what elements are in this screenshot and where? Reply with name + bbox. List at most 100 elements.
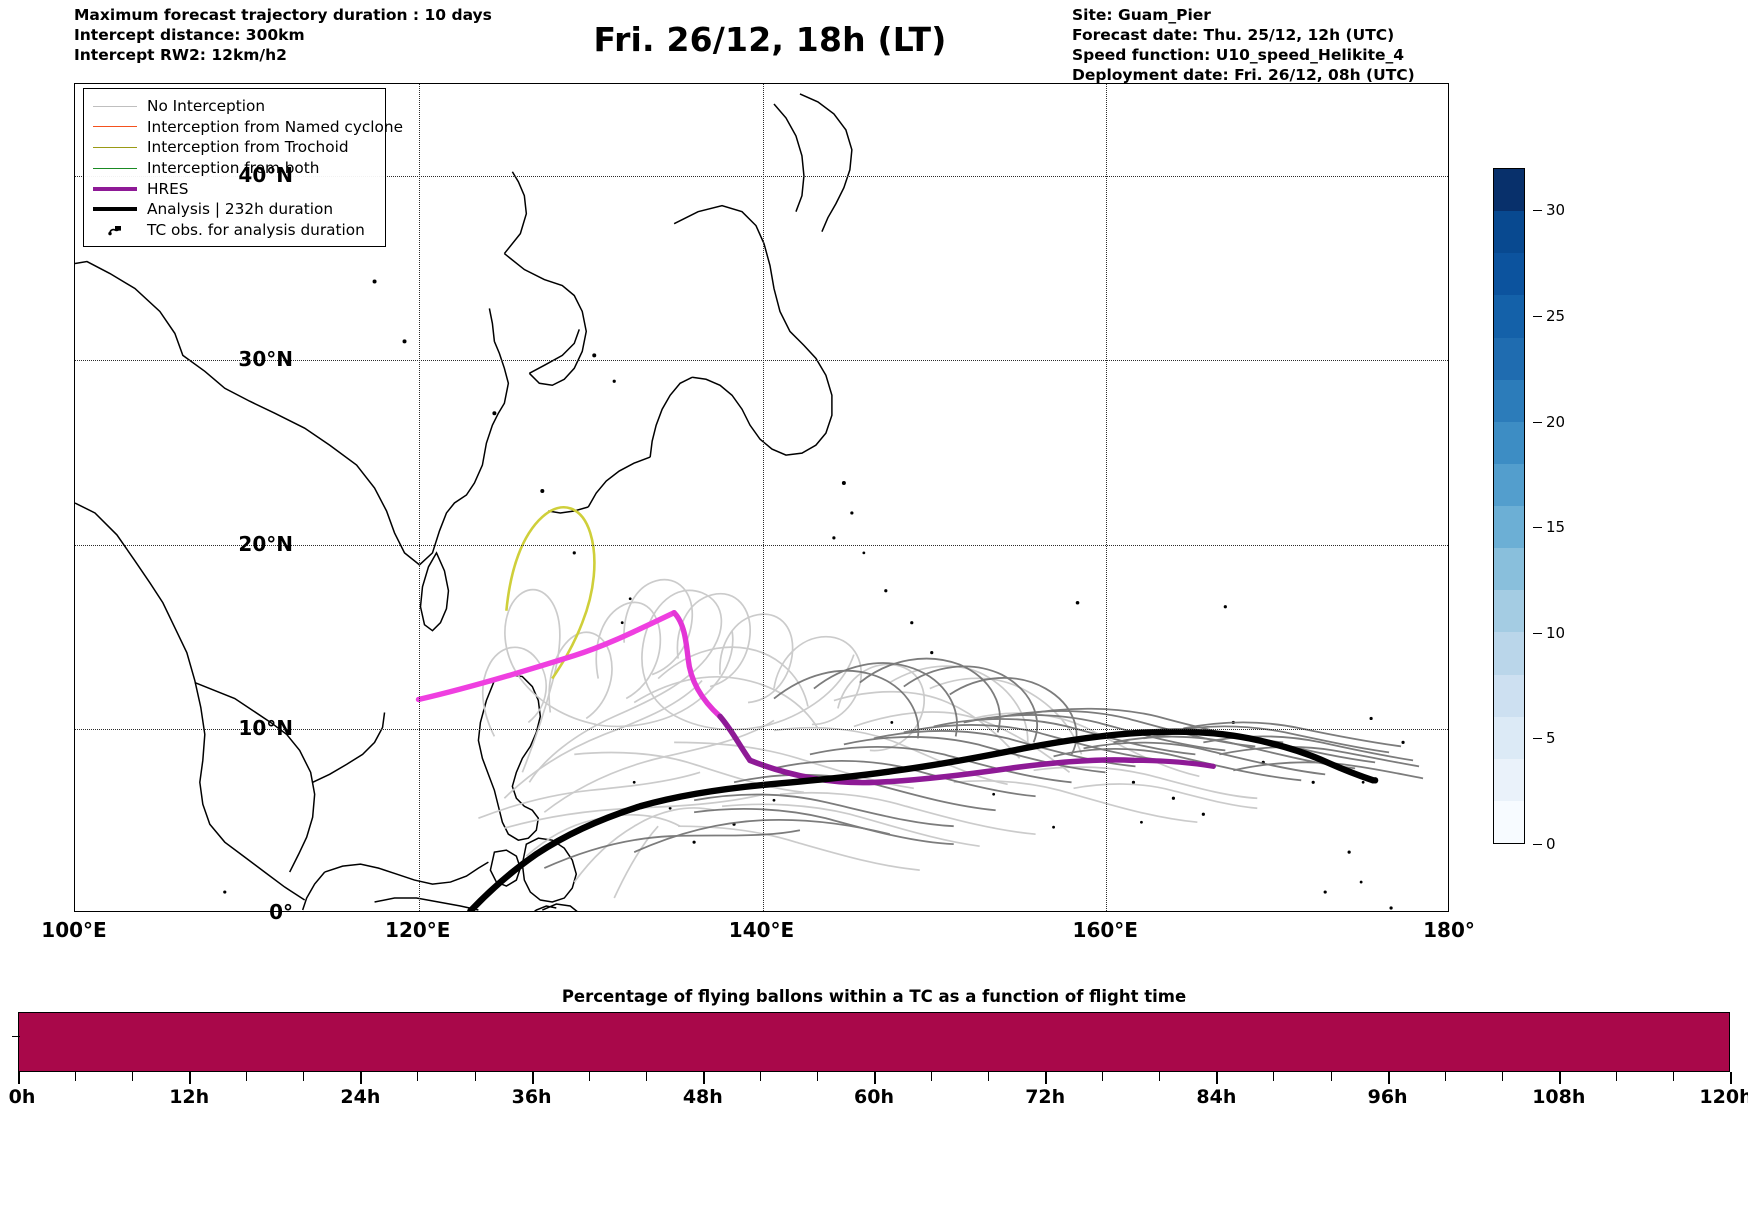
flight-time-bar[interactable] <box>18 1012 1730 1072</box>
flight-time-tick <box>1330 1072 1332 1081</box>
map-xtick-label: 160°E <box>1072 918 1138 942</box>
flight-time-tick <box>1444 1072 1446 1081</box>
ensemble-no-interception <box>478 578 1258 899</box>
flight-time-tick <box>1159 1072 1161 1081</box>
legend-line-swatch <box>92 146 138 148</box>
trajectory-overlay <box>75 93 1424 911</box>
legend-color-line <box>93 207 137 212</box>
map-gridline-lon <box>418 84 420 911</box>
header-intercept-rw2: Intercept RW2: 12km/h2 <box>74 46 287 65</box>
flight-time-bar-fill <box>19 1013 1729 1071</box>
map-xtick-label: 180° <box>1423 918 1475 942</box>
colorbar-segment-2 <box>1494 716 1524 759</box>
page-title: Fri. 26/12, 18h (LT) <box>593 20 947 59</box>
colorbar-segment-0 <box>1494 800 1524 843</box>
legend-line-swatch <box>92 207 138 212</box>
flight-time-tick <box>1387 1072 1390 1084</box>
colorbar-title: Named cyclones forecast - Number of GEFS… <box>1596 168 1748 844</box>
flight-time-tick-label: 72h <box>1025 1086 1066 1108</box>
flight-time-tick <box>645 1072 647 1081</box>
legend-item-label: No Interception <box>147 97 266 116</box>
flight-time-tick <box>189 1072 192 1084</box>
map-gridline-lon <box>1106 84 1108 911</box>
legend-line-swatch <box>92 167 138 169</box>
flight-time-tick-label: 12h <box>169 1086 210 1108</box>
flight-time-tick <box>75 1072 77 1081</box>
colorbar[interactable] <box>1493 168 1525 844</box>
flight-time-tick <box>1672 1072 1674 1081</box>
map-ytick-label: 30°N <box>238 347 293 372</box>
colorbar-segment-9 <box>1494 421 1524 464</box>
flight-time-tick <box>1273 1072 1275 1081</box>
map-legend: No Interception Interception from Named c… <box>83 88 403 248</box>
colorbar-tick-label: 10 <box>1533 624 1565 642</box>
header-deployment-date: Deployment date: Fri. 26/12, 08h (UTC) <box>1072 66 1415 85</box>
colorbar-tick-label: 0 <box>1533 835 1556 853</box>
map-ytick-label: 0° <box>269 900 293 924</box>
legend-item-0[interactable]: No Interception <box>92 96 377 117</box>
legend-item-3[interactable]: Interception from both <box>92 158 377 179</box>
legend-item-4[interactable]: HRES <box>92 178 377 199</box>
flight-time-tick <box>702 1072 705 1084</box>
flight-time-tick <box>360 1072 363 1084</box>
legend-item-6[interactable]: TC obs. for analysis duration <box>92 220 377 241</box>
flight-time-tick <box>1216 1072 1219 1084</box>
legend-color-line <box>93 167 137 169</box>
colorbar-segment-13 <box>1494 253 1524 296</box>
flight-time-tick-label: 84h <box>1196 1086 1237 1108</box>
flight-time-tick <box>531 1072 534 1084</box>
flight-time-tick <box>18 1072 20 1084</box>
map-gridline-lat <box>75 360 1448 362</box>
flight-time-tick <box>1730 1072 1732 1084</box>
flight-time-tick-label: 0h <box>8 1086 36 1108</box>
header-max-duration: Maximum forecast trajectory duration : 1… <box>74 6 492 24</box>
map-xtick-label: 100°E <box>41 918 107 942</box>
colorbar-segment-14 <box>1494 211 1524 254</box>
legend-line-swatch <box>92 126 138 128</box>
legend-item-label: Interception from both <box>147 159 320 178</box>
header-left-info: Maximum forecast trajectory duration : 1… <box>74 5 492 65</box>
legend-color-line <box>93 186 137 191</box>
ensemble-near-tc <box>543 657 1424 869</box>
tc-observation-markers <box>1371 777 1379 784</box>
colorbar-segment-8 <box>1494 463 1524 506</box>
flight-time-tick-label: 60h <box>854 1086 894 1108</box>
legend-item-label: TC obs. for analysis duration <box>147 220 365 239</box>
map-gridline-lon <box>762 84 764 911</box>
flight-time-tick <box>417 1072 419 1081</box>
flight-time-tick <box>759 1072 761 1081</box>
legend-item-1[interactable]: Interception from Named cyclone <box>92 117 403 138</box>
flight-time-tick <box>1615 1072 1617 1081</box>
legend-color-line <box>93 126 137 128</box>
colorbar-segment-15 <box>1494 169 1524 212</box>
flight-time-tick-label: 36h <box>511 1086 552 1108</box>
colorbar-segment-7 <box>1494 506 1524 549</box>
header-site: Site: Guam_Pier <box>1072 6 1211 24</box>
header-right-info: Site: Guam_Pier Forecast date: Thu. 25/1… <box>1072 5 1415 86</box>
colorbar-segment-10 <box>1494 379 1524 422</box>
coastlines <box>75 93 1405 911</box>
colorbar-tick-label: 30 <box>1533 201 1565 219</box>
flight-time-tick <box>816 1072 818 1081</box>
flight-time-tick <box>931 1072 933 1081</box>
legend-item-label: Analysis | 232h duration <box>147 200 334 219</box>
legend-item-2[interactable]: Interception from Trochoid <box>92 137 377 158</box>
bottom-bar-title: Percentage of flying ballons within a TC… <box>561 987 1187 1006</box>
flight-time-tick-label: 108h <box>1532 1086 1586 1108</box>
legend-line-swatch <box>92 186 138 191</box>
legend-item-5[interactable]: Analysis | 232h duration <box>92 199 377 220</box>
colorbar-tick-label: 25 <box>1533 307 1565 325</box>
colorbar-segment-11 <box>1494 337 1524 380</box>
header-forecast-date: Forecast date: Thu. 25/12, 12h (UTC) <box>1072 26 1395 45</box>
flight-time-tick <box>246 1072 248 1081</box>
flight-time-tick <box>303 1072 305 1081</box>
flight-time-tick <box>132 1072 134 1081</box>
flight-time-tick-label: 24h <box>340 1086 381 1108</box>
flight-time-tick-label: 48h <box>682 1086 723 1108</box>
flight-time-tick <box>1501 1072 1503 1081</box>
map-xtick-label: 120°E <box>385 918 451 942</box>
flight-time-tick <box>874 1072 876 1084</box>
flight-time-tick <box>1045 1072 1048 1084</box>
map-gridline-lat <box>75 176 1448 178</box>
map-ytick-label: 20°N <box>238 531 293 556</box>
